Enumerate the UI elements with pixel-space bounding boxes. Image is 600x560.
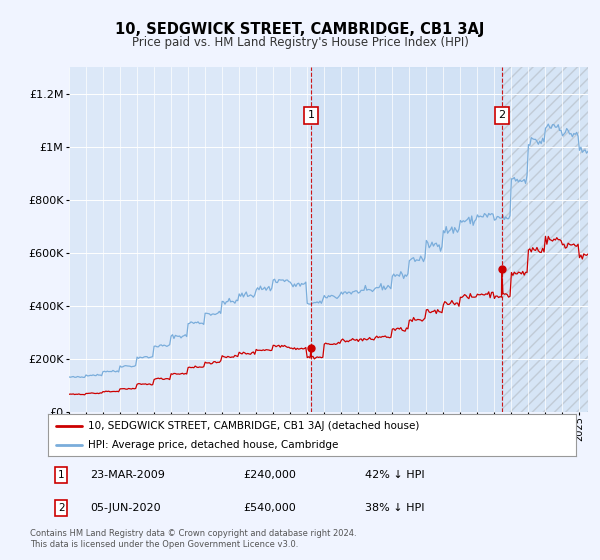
Text: Contains HM Land Registry data © Crown copyright and database right 2024.
This d: Contains HM Land Registry data © Crown c… — [30, 529, 356, 549]
Text: 10, SEDGWICK STREET, CAMBRIDGE, CB1 3AJ (detached house): 10, SEDGWICK STREET, CAMBRIDGE, CB1 3AJ … — [88, 421, 419, 431]
Text: £240,000: £240,000 — [244, 470, 296, 480]
Text: 10, SEDGWICK STREET, CAMBRIDGE, CB1 3AJ: 10, SEDGWICK STREET, CAMBRIDGE, CB1 3AJ — [115, 22, 485, 38]
Text: 23-MAR-2009: 23-MAR-2009 — [90, 470, 165, 480]
Text: HPI: Average price, detached house, Cambridge: HPI: Average price, detached house, Camb… — [88, 440, 338, 450]
Text: 2: 2 — [58, 503, 65, 513]
Bar — [502, 67, 588, 412]
Text: 1: 1 — [307, 110, 314, 120]
Text: £540,000: £540,000 — [244, 503, 296, 513]
Bar — [502, 67, 588, 412]
Text: 42% ↓ HPI: 42% ↓ HPI — [365, 470, 424, 480]
Text: 38% ↓ HPI: 38% ↓ HPI — [365, 503, 424, 513]
Bar — [311, 67, 502, 412]
Text: Price paid vs. HM Land Registry's House Price Index (HPI): Price paid vs. HM Land Registry's House … — [131, 36, 469, 49]
Text: 05-JUN-2020: 05-JUN-2020 — [90, 503, 161, 513]
Text: 1: 1 — [58, 470, 65, 480]
Text: 2: 2 — [498, 110, 505, 120]
